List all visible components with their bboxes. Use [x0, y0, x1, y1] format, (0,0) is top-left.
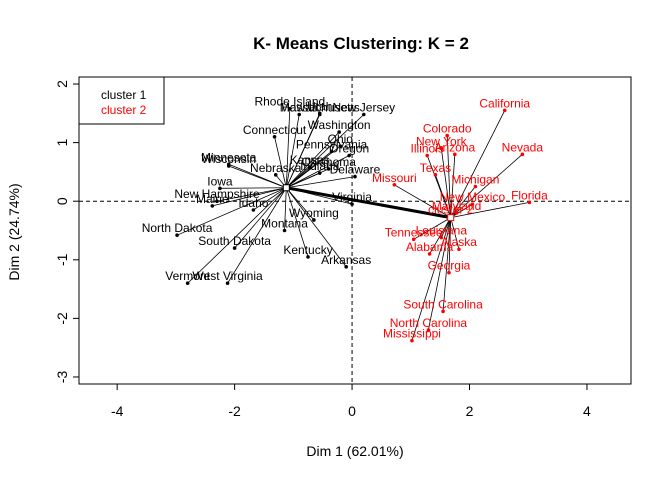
label-georgia: Georgia — [428, 259, 471, 273]
label-alabama: Alabama — [406, 240, 454, 254]
legend: cluster 1 cluster 2 — [79, 77, 164, 124]
y-tick-label-4: 1 — [54, 139, 70, 147]
x-tick-label-3: 2 — [466, 403, 474, 419]
x-tick-label-2: 0 — [348, 403, 356, 419]
label-connecticut: Connecticut — [243, 123, 307, 137]
y-tick-label-1: -2 — [54, 312, 70, 325]
y-tick-label-0: -3 — [54, 371, 70, 384]
label-oregon: Oregon — [329, 142, 369, 156]
label-arkansas: Arkansas — [321, 253, 371, 267]
centroid-cluster-1 — [283, 185, 289, 191]
legend-item-cluster-2: cluster 2 — [101, 103, 147, 117]
label-texas: Texas — [420, 161, 451, 175]
label-missouri: Missouri — [372, 171, 417, 185]
label-maine: Maine — [196, 192, 229, 206]
y-tick-label-2: -1 — [54, 253, 70, 266]
x-axis-label: Dim 1 (62.01%) — [306, 443, 403, 459]
label-virginia: Virginia — [332, 190, 372, 204]
label-illinois: Illinois — [411, 142, 444, 156]
y-tick-label-3: 0 — [54, 197, 70, 205]
centroid-label-cluster-2: cluster 2 — [428, 203, 474, 217]
y-tick-label-5: 2 — [54, 80, 70, 88]
label-south-dakota: South Dakota — [198, 234, 271, 248]
label-nebraska: Nebraska — [250, 161, 302, 175]
label-michigan: Michigan — [451, 173, 499, 187]
label-west-virginia: West Virginia — [192, 269, 263, 283]
label-idaho: Idaho — [238, 196, 268, 210]
chart-title: K- Means Clustering: K = 2 — [253, 34, 469, 53]
label-wisconsin: Wisconsin — [201, 152, 256, 166]
label-california: California — [479, 96, 530, 110]
label-utah: Utah — [307, 99, 332, 113]
label-washington: Washington — [308, 118, 371, 132]
legend-item-cluster-1: cluster 1 — [101, 88, 147, 102]
x-tick-label-1: -2 — [228, 403, 241, 419]
label-nevada: Nevada — [502, 140, 544, 154]
label-new-jersey: New Jersey — [332, 100, 395, 114]
label-iowa: Iowa — [207, 174, 233, 188]
x-tick-label-4: 4 — [583, 403, 591, 419]
label-florida: Florida — [511, 188, 548, 202]
label-montana: Montana — [261, 217, 308, 231]
x-tick-label-0: -4 — [111, 403, 124, 419]
label-mississippi: Mississippi — [383, 327, 441, 341]
y-axis-label: Dim 2 (24.74%) — [6, 183, 22, 280]
label-south-carolina: South Carolina — [403, 297, 483, 311]
